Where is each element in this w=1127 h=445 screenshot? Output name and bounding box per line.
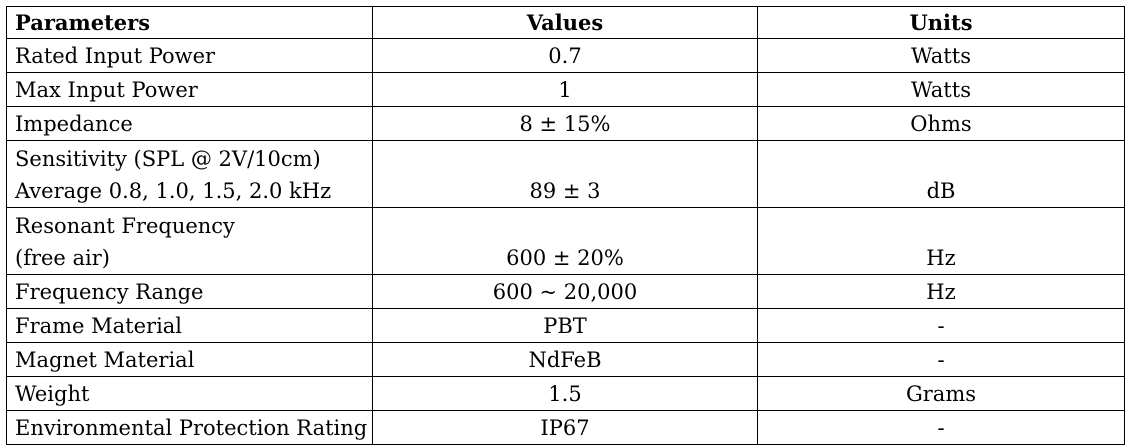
table-row: Environmental Protection Rating IP67 -: [6, 410, 1125, 445]
parameter-name: Weight: [15, 382, 90, 406]
table-row: Impedance 8 ± 15% Ohms: [6, 106, 1125, 141]
parameter-cell: Impedance: [6, 106, 373, 141]
unit-cell: Grams: [757, 376, 1125, 411]
table-row: Sensitivity (SPL @ 2V/10cm) Average 0.8,…: [6, 140, 1125, 208]
parameter-name: Sensitivity (SPL @ 2V/10cm): [15, 147, 321, 171]
unit-cell: -: [757, 342, 1125, 377]
parameter-cell: Environmental Protection Rating: [6, 410, 373, 445]
header-row: Parameters Values Units: [6, 6, 1125, 39]
table-row: Frame Material PBT -: [6, 308, 1125, 343]
table-row: Rated Input Power 0.7 Watts: [6, 38, 1125, 73]
header-parameters: Parameters: [6, 6, 373, 39]
parameter-name: Environmental Protection Rating: [15, 416, 368, 440]
unit-cell: Hz: [757, 207, 1125, 275]
unit-cell: Ohms: [757, 106, 1125, 141]
value-cell: 600 ~ 20,000: [372, 274, 758, 309]
parameter-cell: Frequency Range: [6, 274, 373, 309]
unit-cell: Watts: [757, 38, 1125, 73]
table-row: Max Input Power 1 Watts: [6, 72, 1125, 107]
header-units: Units: [757, 6, 1125, 39]
value-cell: 600 ± 20%: [372, 207, 758, 275]
table-row: Frequency Range 600 ~ 20,000 Hz: [6, 274, 1125, 309]
value-cell: NdFeB: [372, 342, 758, 377]
parameter-cell: Frame Material: [6, 308, 373, 343]
header-values: Values: [372, 6, 758, 39]
unit-cell: dB: [757, 140, 1125, 208]
table-row: Weight 1.5 Grams: [6, 376, 1125, 411]
value-cell: 0.7: [372, 38, 758, 73]
unit-cell: Hz: [757, 274, 1125, 309]
parameter-name: Resonant Frequency: [15, 214, 235, 238]
value-cell: 89 ± 3: [372, 140, 758, 208]
parameter-cell: Magnet Material: [6, 342, 373, 377]
parameter-name: Max Input Power: [15, 78, 198, 102]
parameter-name: Magnet Material: [15, 348, 195, 372]
specifications-table: Parameters Values Units Rated Input Powe…: [6, 6, 1125, 445]
parameter-name: Impedance: [15, 112, 133, 136]
parameter-name-detail: Average 0.8, 1.0, 1.5, 2.0 kHz: [15, 179, 332, 203]
table-row: Magnet Material NdFeB -: [6, 342, 1125, 377]
value-cell: 1.5: [372, 376, 758, 411]
parameter-name: Frequency Range: [15, 280, 204, 304]
unit-cell: Watts: [757, 72, 1125, 107]
value-cell: PBT: [372, 308, 758, 343]
parameter-cell: Rated Input Power: [6, 38, 373, 73]
value-cell: 8 ± 15%: [372, 106, 758, 141]
unit-cell: -: [757, 308, 1125, 343]
value-cell: 1: [372, 72, 758, 107]
parameter-name: Rated Input Power: [15, 44, 216, 68]
parameter-cell: Weight: [6, 376, 373, 411]
parameter-cell: Max Input Power: [6, 72, 373, 107]
parameter-name: Frame Material: [15, 314, 183, 338]
value-cell: IP67: [372, 410, 758, 445]
table-row: Resonant Frequency (free air) 600 ± 20% …: [6, 207, 1125, 275]
parameter-cell: Sensitivity (SPL @ 2V/10cm) Average 0.8,…: [6, 140, 373, 208]
unit-cell: -: [757, 410, 1125, 445]
parameter-name-detail: (free air): [15, 246, 111, 270]
parameter-cell: Resonant Frequency (free air): [6, 207, 373, 275]
